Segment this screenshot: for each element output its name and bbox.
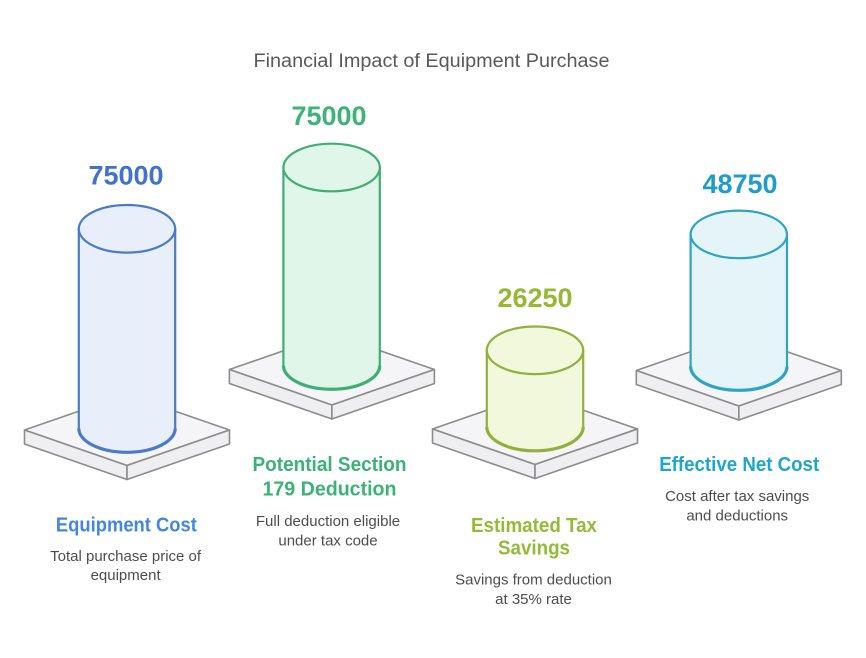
svg-text:Savings from deduction: Savings from deduction: [455, 572, 612, 589]
svg-text:26250: 26250: [497, 283, 572, 313]
svg-text:Effective Net Cost: Effective Net Cost: [659, 454, 819, 476]
svg-text:179 Deduction: 179 Deduction: [263, 479, 397, 501]
svg-text:Total purchase price of: Total purchase price of: [50, 548, 202, 565]
svg-text:and deductions: and deductions: [686, 508, 788, 525]
svg-text:48750: 48750: [702, 169, 777, 199]
svg-text:Full deduction eligible: Full deduction eligible: [256, 513, 400, 530]
svg-text:Financial Impact of Equipment: Financial Impact of Equipment Purchase: [254, 51, 610, 72]
svg-text:at 35% rate: at 35% rate: [495, 591, 572, 608]
svg-text:Potential Section: Potential Section: [253, 454, 407, 476]
svg-text:75000: 75000: [291, 101, 366, 131]
svg-text:Cost after tax savings: Cost after tax savings: [665, 488, 809, 505]
svg-text:Savings: Savings: [498, 538, 570, 560]
svg-text:Estimated Tax: Estimated Tax: [471, 515, 597, 537]
svg-text:Equipment Cost: Equipment Cost: [56, 515, 197, 537]
svg-text:75000: 75000: [88, 160, 163, 190]
svg-text:equipment: equipment: [91, 567, 162, 584]
svg-text:under tax code: under tax code: [278, 533, 377, 550]
